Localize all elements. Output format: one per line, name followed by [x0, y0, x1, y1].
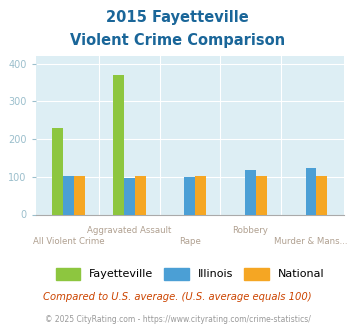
- Bar: [113, 75, 124, 214]
- Bar: [256, 176, 267, 214]
- Text: Rape: Rape: [179, 237, 201, 246]
- Bar: [317, 177, 327, 214]
- Text: All Violent Crime: All Violent Crime: [33, 237, 105, 246]
- Text: Compared to U.S. average. (U.S. average equals 100): Compared to U.S. average. (U.S. average …: [43, 292, 312, 302]
- Bar: [195, 177, 206, 214]
- Bar: [306, 169, 317, 214]
- Text: Aggravated Assault: Aggravated Assault: [87, 226, 171, 235]
- Text: 2015 Fayetteville: 2015 Fayetteville: [106, 10, 249, 25]
- Bar: [124, 178, 135, 214]
- Bar: [135, 177, 146, 214]
- Bar: [245, 170, 256, 214]
- Text: Murder & Mans...: Murder & Mans...: [274, 237, 348, 246]
- Text: © 2025 CityRating.com - https://www.cityrating.com/crime-statistics/: © 2025 CityRating.com - https://www.city…: [45, 315, 310, 324]
- Legend: Fayetteville, Illinois, National: Fayetteville, Illinois, National: [56, 268, 324, 280]
- Bar: [74, 176, 85, 214]
- Text: Violent Crime Comparison: Violent Crime Comparison: [70, 33, 285, 48]
- Text: Robbery: Robbery: [233, 226, 268, 235]
- Bar: [63, 176, 74, 214]
- Bar: [53, 128, 63, 214]
- Bar: [185, 177, 195, 215]
